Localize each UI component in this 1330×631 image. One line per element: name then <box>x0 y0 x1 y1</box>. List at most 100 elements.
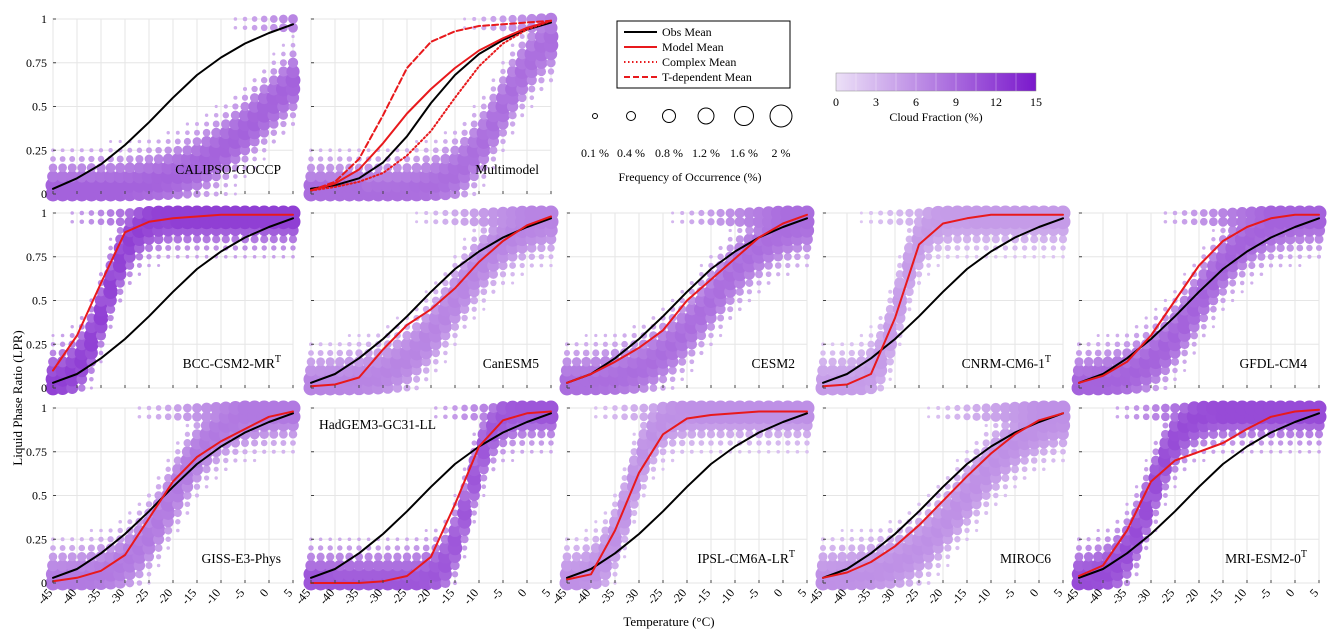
occurrence-dot <box>1218 287 1228 296</box>
series-model-mean <box>566 410 808 581</box>
occurrence-dot <box>431 154 441 164</box>
occurrence-dot <box>926 263 931 268</box>
x-tick-label: -35 <box>596 586 617 607</box>
x-tick-label: -10 <box>1228 586 1249 607</box>
occurrence-dot <box>262 157 266 161</box>
occurrence-dot <box>678 439 686 447</box>
occurrence-dot <box>306 552 316 561</box>
occurrence-dot <box>415 220 419 224</box>
occurrence-dot <box>689 280 694 286</box>
occurrence-dot <box>161 488 176 503</box>
occurrence-dot <box>143 551 155 562</box>
occurrence-dot <box>175 519 181 525</box>
occurrence-dot <box>156 476 161 480</box>
panel-title-superscript: T <box>1301 549 1307 560</box>
occurrence-dot <box>660 458 666 463</box>
occurrence-dot <box>886 357 894 366</box>
occurrence-dot <box>755 270 763 279</box>
panel-gfdl-cm4: GFDL-CM4 <box>1071 205 1327 396</box>
occurrence-dot <box>98 148 104 153</box>
occurrence-dot <box>252 254 257 259</box>
occurrence-dot <box>155 554 162 560</box>
y-tick-label: 0.5 <box>32 294 47 308</box>
panel-title: MIROC6 <box>1000 551 1051 566</box>
occurrence-dot <box>773 251 784 262</box>
occurrence-dot <box>185 130 190 136</box>
occurrence-dot <box>404 148 410 153</box>
occurrence-dot <box>632 519 637 524</box>
occurrence-dot <box>383 163 393 173</box>
size-legend-label: 1.2 % <box>692 146 720 160</box>
occurrence-dot <box>175 254 180 259</box>
occurrence-dot <box>1229 279 1237 287</box>
occurrence-dot <box>243 174 247 179</box>
occurrence-dot <box>1250 281 1254 285</box>
legend-label-model-mean: Model Mean <box>662 40 724 54</box>
occurrence-dot <box>382 559 394 572</box>
occurrence-dot <box>678 305 687 314</box>
occurrence-dot <box>538 253 545 260</box>
occurrence-dot <box>680 289 685 294</box>
occurrence-dot <box>836 364 849 377</box>
occurrence-dot <box>480 163 488 172</box>
occurrence-dot <box>165 536 171 542</box>
occurrence-dot <box>269 235 278 244</box>
occurrence-dot <box>650 466 657 472</box>
occurrence-dot <box>489 146 498 155</box>
occurrence-dot <box>203 245 210 251</box>
x-tick-label: -5 <box>744 586 761 603</box>
occurrence-dot <box>47 170 59 183</box>
size-legend-circle <box>697 107 715 125</box>
occurrence-dot <box>727 306 734 313</box>
occurrence-dot <box>166 546 171 550</box>
occurrence-dot <box>261 245 267 251</box>
occurrence-dot <box>1211 315 1216 321</box>
occurrence-dot <box>708 332 714 339</box>
occurrence-dot <box>1152 509 1160 517</box>
occurrence-dot <box>519 34 525 39</box>
occurrence-dot <box>271 60 277 65</box>
occurrence-dot <box>1115 333 1120 338</box>
occurrence-dot <box>232 103 239 110</box>
occurrence-dot <box>991 235 1000 244</box>
occurrence-dot <box>242 25 248 31</box>
occurrence-dot <box>1180 447 1189 457</box>
panel-title: BCC-CSM2-MRT <box>183 354 281 371</box>
occurrence-dot <box>79 316 84 320</box>
occurrence-dot <box>166 254 171 259</box>
occurrence-dot <box>1200 323 1207 330</box>
occurrence-dot <box>538 440 545 446</box>
occurrence-dot <box>500 448 506 455</box>
occurrence-dot <box>109 139 113 144</box>
occurrence-dot <box>385 148 390 153</box>
occurrence-dot <box>612 571 618 577</box>
occurrence-dot <box>137 406 142 410</box>
occurrence-dot <box>291 34 295 39</box>
occurrence-dot <box>223 467 228 472</box>
occurrence-dot <box>233 17 238 21</box>
y-axis-label: Liquid Phase Ratio (LPR) <box>10 330 25 465</box>
occurrence-dot <box>490 457 497 464</box>
occurrence-dot <box>651 476 656 480</box>
occurrence-dot <box>478 207 489 219</box>
occurrence-dot <box>786 272 790 277</box>
occurrence-dot <box>709 254 713 259</box>
occurrence-dot <box>286 64 300 79</box>
occurrence-dot <box>725 217 735 227</box>
occurrence-dot <box>290 440 296 446</box>
occurrence-dot <box>528 85 536 93</box>
occurrence-dot <box>345 349 353 357</box>
size-legend-label: 1.6 % <box>730 146 758 160</box>
y-tick-label: 0.5 <box>32 100 47 114</box>
occurrence-dot <box>404 545 410 551</box>
occurrence-dot <box>983 501 990 508</box>
occurrence-dot <box>1181 210 1188 216</box>
occurrence-dot <box>747 298 752 303</box>
occurrence-dot <box>356 341 362 347</box>
occurrence-dot <box>402 330 412 341</box>
y-tick-label: 1 <box>41 206 47 220</box>
occurrence-dot <box>1288 263 1292 268</box>
occurrence-dot <box>1013 254 1017 259</box>
occurrence-dot <box>973 448 980 455</box>
